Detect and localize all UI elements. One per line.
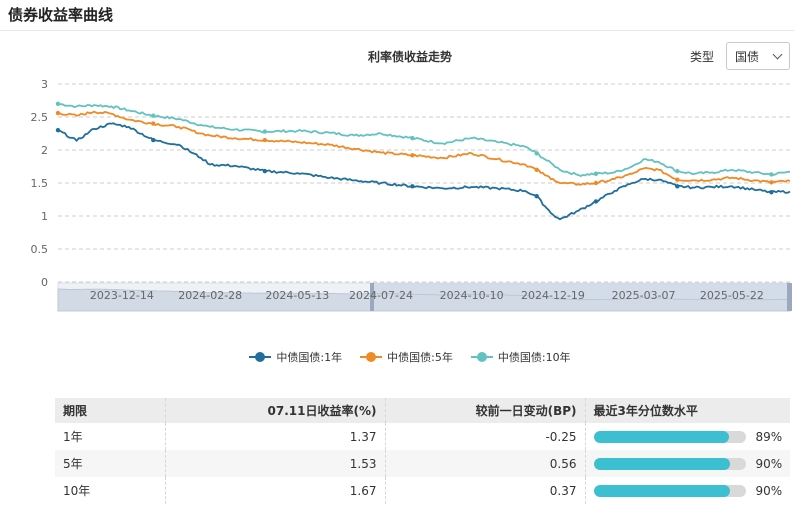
series-10y-point	[534, 151, 539, 156]
percentile-bar-fill	[593, 430, 729, 443]
x-tick-label: 2024-02-28	[178, 289, 242, 302]
legend-item-1y[interactable]: 中债国债:1年	[249, 349, 342, 365]
legend-label-1y: 中债国债:1年	[276, 351, 343, 364]
series-10y-point	[769, 172, 774, 177]
zoom-handle-left[interactable]	[370, 283, 374, 311]
percentile-bar	[593, 430, 746, 443]
chart-title: 利率债收益走势	[367, 50, 452, 64]
y-tick-label: 1.5	[31, 177, 49, 190]
cell-yield: 1.37	[165, 423, 386, 450]
series-1y-point	[534, 194, 539, 199]
series-1y-line	[57, 122, 791, 221]
cell-percentile: 90%	[585, 450, 790, 477]
cell-term: 1年	[55, 423, 166, 450]
legend-label-5y: 中债国债:5年	[387, 351, 453, 364]
y-tick-label: 0	[41, 276, 48, 289]
y-tick-label: 0.5	[31, 243, 49, 256]
type-select-value: 国债	[735, 49, 760, 64]
series-5y-point	[769, 180, 774, 185]
series-1y-point	[55, 128, 61, 133]
table-row: 10年 1.67 0.37 90%	[55, 477, 790, 504]
title-divider	[0, 30, 794, 31]
y-tick-label: 2.5	[31, 111, 49, 124]
series-1y-point	[262, 168, 268, 174]
x-tick-label: 2024-05-13	[265, 289, 329, 302]
series-1y-point	[593, 199, 599, 204]
page-title: 债券收益率曲线	[8, 6, 114, 24]
chevron-down-icon	[772, 49, 783, 60]
yield-line-chart: 0 0.5 1 1.5 2 2.5 3 2023-12-14 2024-02-28 2024-05…	[31, 78, 792, 312]
series-10y-point	[262, 129, 268, 134]
header-term: 期限	[55, 398, 166, 423]
series-5y-point	[534, 167, 539, 172]
series-10y-point	[410, 135, 415, 141]
percentile-bar	[593, 484, 746, 497]
series-5y-point	[55, 110, 61, 116]
x-tick-label: 2023-12-14	[90, 289, 154, 302]
series-10y-point	[675, 168, 680, 174]
cell-percentile: 89%	[585, 423, 790, 450]
series-5y-point	[593, 180, 599, 186]
legend-label-10y: 中债国债:10年	[497, 351, 571, 364]
series-10y-line	[57, 102, 791, 177]
cell-change: 0.56	[385, 450, 586, 477]
series-5y-point	[151, 121, 156, 126]
series-5y-point	[410, 153, 415, 158]
cell-change: -0.25	[385, 423, 586, 450]
header-percentile: 最近3年分位数水平	[585, 398, 790, 423]
header-change: 较前一日变动(BP)	[385, 398, 586, 423]
type-label: 类型	[690, 50, 715, 64]
percentile-bar-fill	[593, 457, 731, 470]
header-yield: 07.11日收益率(%)	[165, 398, 386, 423]
series-1y-point	[675, 184, 680, 189]
zoom-slider-preview	[57, 288, 791, 312]
table-header-row: 期限 07.11日收益率(%) 较前一日变动(BP) 最近3年分位数水平	[55, 398, 790, 423]
legend-swatch-1y	[249, 352, 272, 362]
series-5y-line	[57, 110, 791, 186]
percentile-label: 90%	[755, 483, 783, 498]
series-5y-point	[675, 177, 680, 182]
x-tick-label: 2024-12-19	[521, 289, 585, 302]
cell-percentile: 90%	[585, 477, 790, 504]
percentile-bar-fill	[593, 484, 731, 497]
table-row: 5年 1.53 0.56 90%	[55, 450, 790, 477]
cell-term: 10年	[55, 477, 166, 504]
percentile-label: 90%	[755, 456, 783, 471]
yield-table: 期限 07.11日收益率(%) 较前一日变动(BP) 最近3年分位数水平 1年 …	[55, 398, 790, 504]
type-select[interactable]: 国债	[726, 42, 790, 70]
x-tick-label: 2024-07-24	[349, 289, 413, 302]
x-tick-label: 2025-03-07	[612, 289, 676, 302]
table-row: 1年 1.37 -0.25 89%	[55, 423, 790, 450]
legend-swatch-10y	[470, 352, 493, 362]
chart-legend: 中债国债:1年 中债国债:5年 中债国债:10年	[0, 349, 794, 365]
cell-yield: 1.67	[165, 477, 386, 504]
series-10y-point	[151, 113, 156, 118]
percentile-bar	[593, 457, 746, 470]
y-tick-label: 3	[41, 78, 48, 91]
cell-change: 0.37	[385, 477, 586, 504]
cell-yield: 1.53	[165, 450, 386, 477]
legend-swatch-5y	[360, 352, 383, 362]
series-10y-point	[593, 171, 599, 176]
series-1y-point	[151, 137, 156, 143]
series-5y-point	[262, 137, 268, 143]
legend-item-10y[interactable]: 中债国债:10年	[470, 349, 571, 365]
legend-item-5y[interactable]: 中债国债:5年	[360, 349, 453, 365]
series-1y-point	[769, 190, 774, 195]
y-tick-label: 1	[41, 210, 48, 223]
series-1y-point	[410, 184, 415, 189]
y-tick-label: 2	[41, 144, 48, 157]
series-10y-point	[55, 101, 61, 107]
x-tick-label: 2025-05-22	[700, 289, 764, 302]
zoom-handle-right[interactable]	[787, 283, 792, 311]
cell-term: 5年	[55, 450, 166, 477]
percentile-label: 89%	[755, 429, 783, 444]
x-tick-label: 2024-10-10	[440, 289, 504, 302]
